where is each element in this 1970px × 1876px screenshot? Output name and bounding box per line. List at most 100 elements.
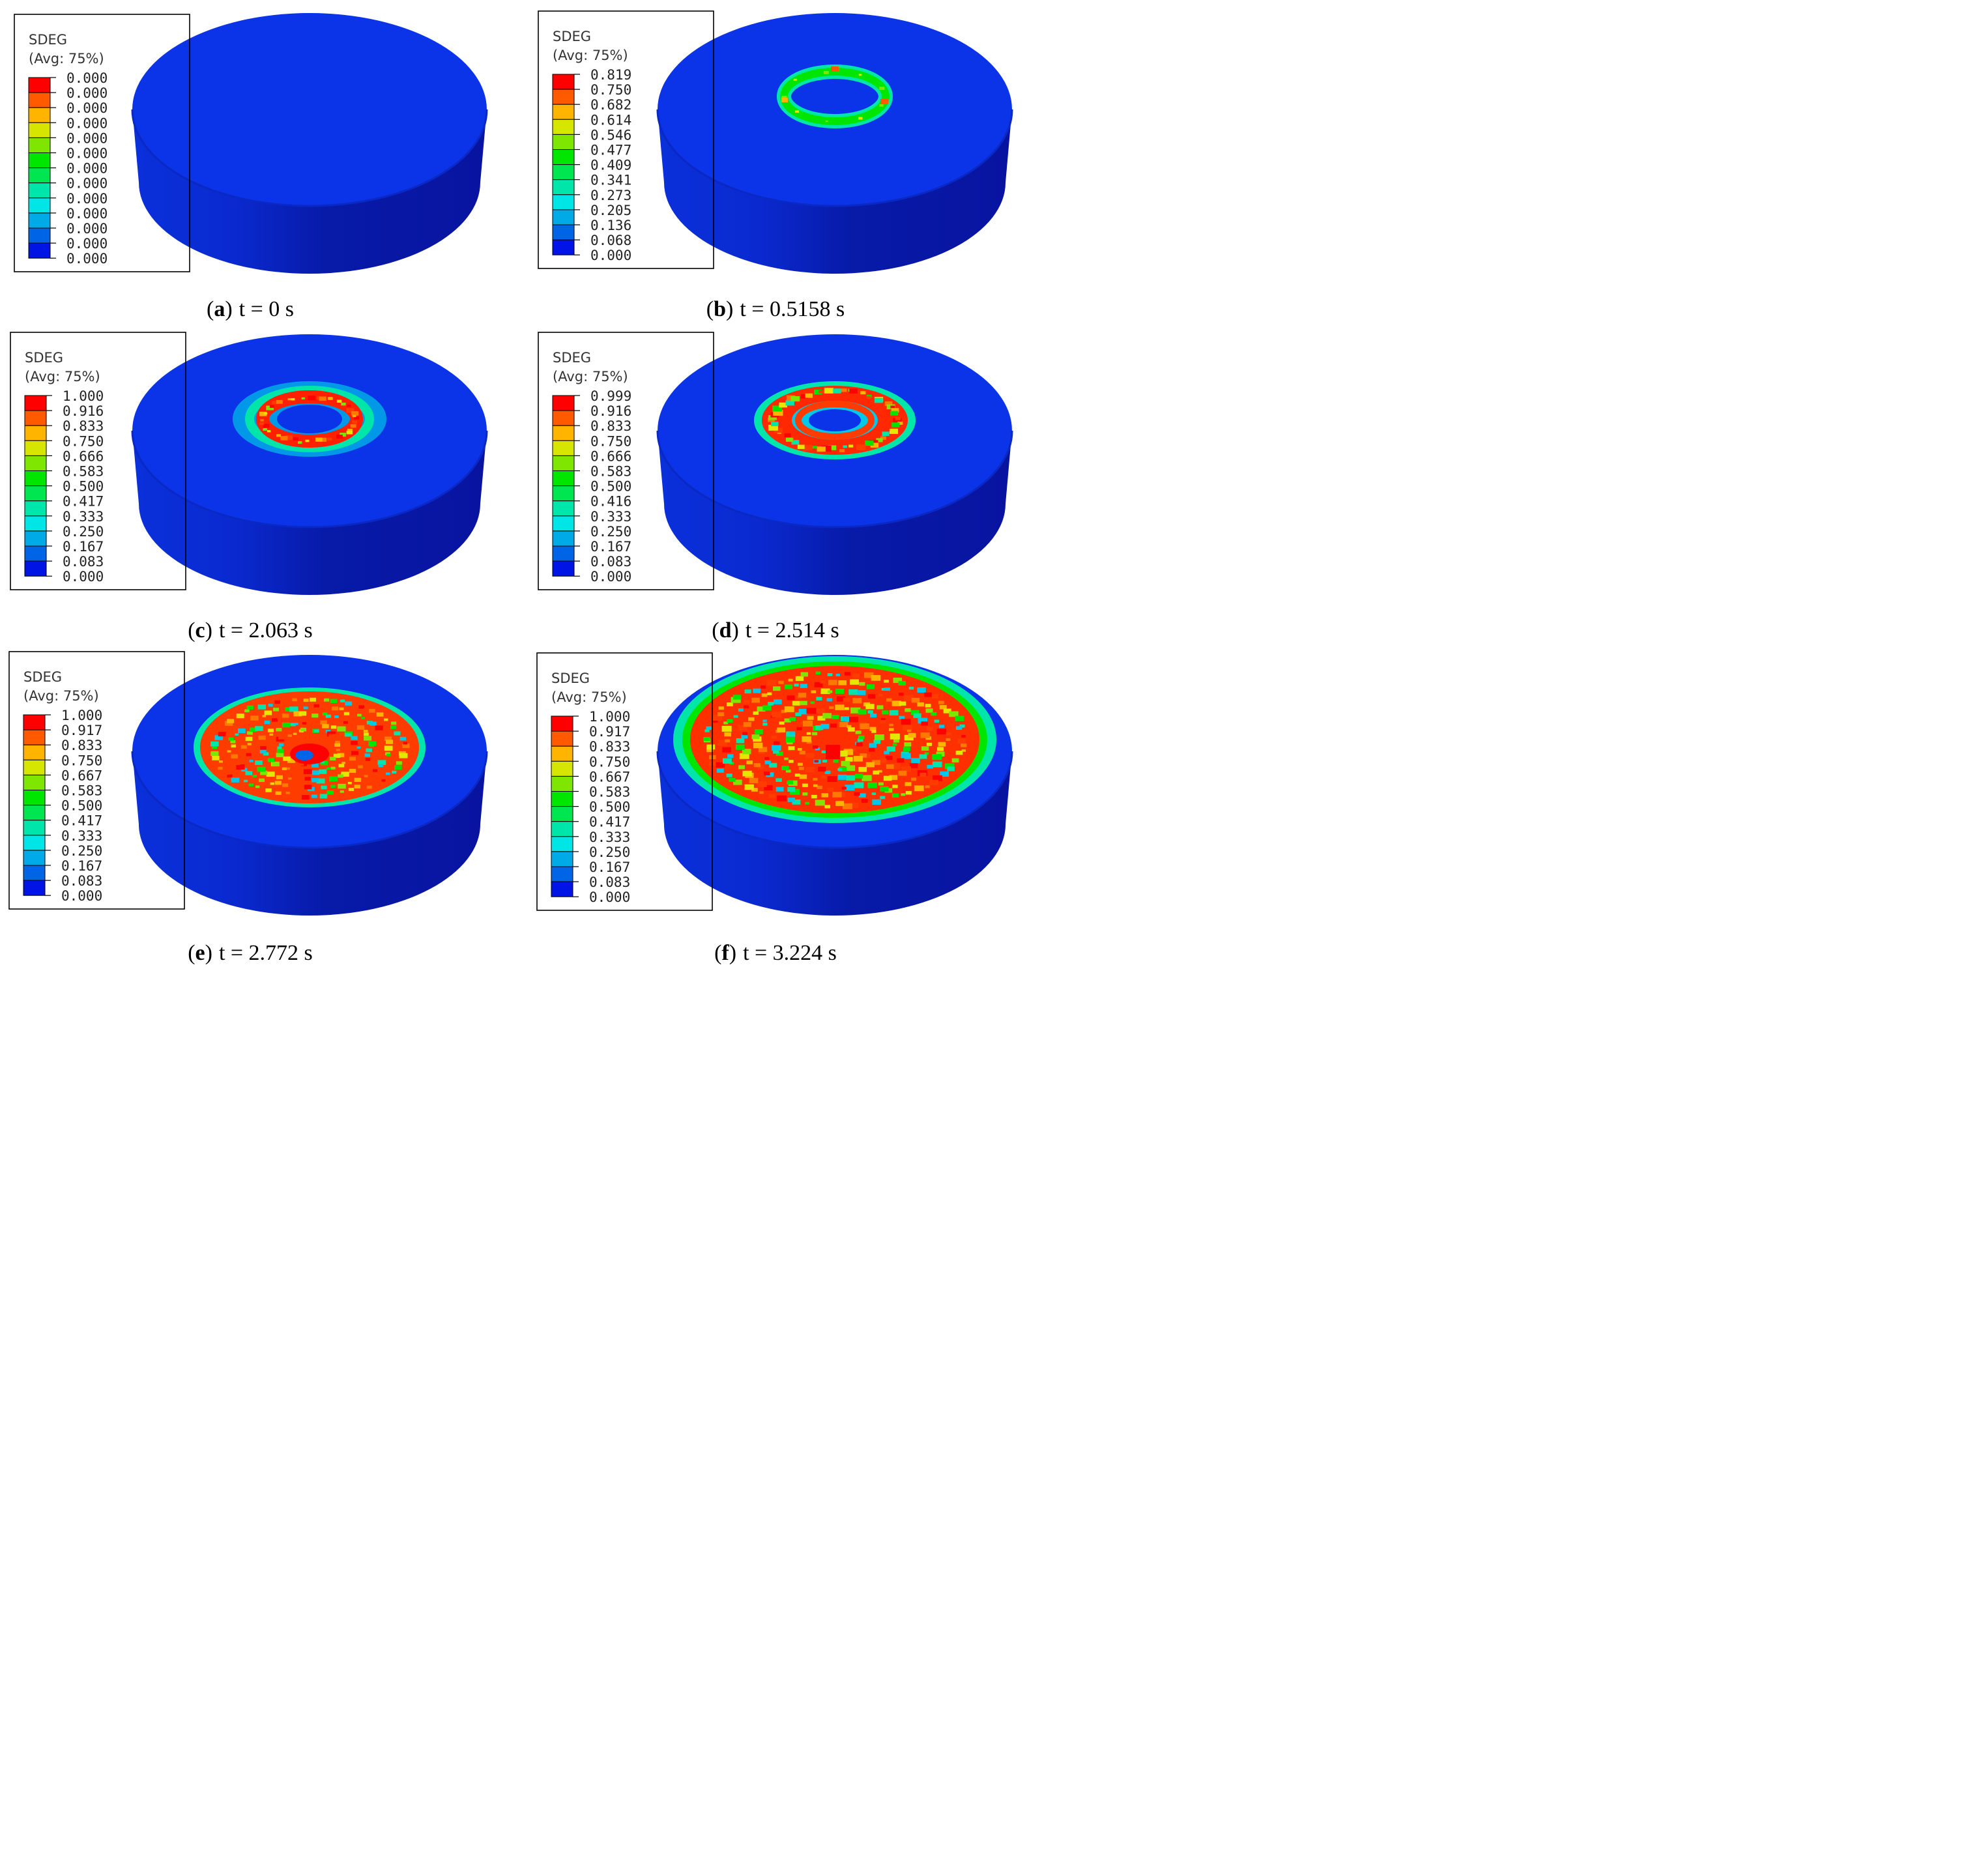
legend-color-swatch bbox=[551, 836, 573, 852]
damage-element bbox=[825, 120, 828, 123]
damage-element bbox=[891, 422, 900, 427]
damage-element bbox=[716, 762, 725, 768]
damage-element bbox=[385, 772, 390, 775]
damage-element bbox=[890, 733, 900, 740]
damage-element bbox=[917, 687, 926, 693]
damage-element bbox=[384, 718, 388, 721]
legend-color-swatch bbox=[28, 197, 51, 214]
damage-element bbox=[349, 757, 356, 761]
legend-tick-label: 0.136 bbox=[590, 218, 631, 233]
legend-color-swatch bbox=[23, 805, 46, 821]
legend-tick-label: 0.000 bbox=[66, 161, 108, 177]
damage-element bbox=[230, 740, 236, 743]
legend-color-swatch bbox=[552, 179, 575, 195]
damage-element bbox=[886, 746, 895, 752]
damage-element bbox=[285, 707, 293, 712]
legend-tick-label: 0.333 bbox=[589, 830, 630, 845]
legend-color-swatch bbox=[23, 759, 46, 775]
legend-tick-label: 1.000 bbox=[61, 708, 102, 723]
damage-element bbox=[368, 741, 377, 746]
legend-frame bbox=[538, 332, 714, 590]
damage-element bbox=[269, 733, 274, 736]
legend-tick-label: 0.000 bbox=[61, 888, 102, 904]
legend-tick-label: 0.000 bbox=[66, 251, 108, 267]
damage-element bbox=[369, 709, 375, 713]
damage-element bbox=[356, 725, 365, 730]
legend-color-swatch bbox=[552, 395, 575, 411]
damage-element bbox=[365, 758, 371, 761]
legend-subtitle: (Avg: 75%) bbox=[551, 689, 627, 705]
damage-element bbox=[712, 715, 723, 721]
legend-color-swatch bbox=[552, 470, 575, 487]
damage-element bbox=[244, 749, 250, 753]
legend-color-swatch bbox=[28, 107, 51, 123]
damage-element bbox=[946, 738, 951, 742]
damage-element bbox=[326, 767, 331, 770]
damage-element bbox=[853, 756, 863, 762]
legend-color-swatch bbox=[28, 242, 51, 259]
damage-element bbox=[731, 697, 741, 703]
legend-tick-label: 0.583 bbox=[589, 785, 630, 800]
damage-element bbox=[773, 686, 781, 691]
damage-element bbox=[867, 710, 873, 714]
damage-element bbox=[330, 757, 336, 761]
damage-element bbox=[857, 690, 866, 695]
damage-element bbox=[784, 706, 794, 712]
damage-element bbox=[889, 710, 899, 715]
damage-element bbox=[726, 773, 732, 777]
damage-element bbox=[366, 748, 373, 753]
caption-time: t = 2.772 s bbox=[219, 941, 313, 965]
damage-element bbox=[913, 713, 921, 718]
caption-time: t = 0.5158 s bbox=[740, 297, 845, 321]
legend-color-swatch bbox=[23, 865, 46, 881]
damage-element bbox=[940, 771, 949, 777]
damage-element bbox=[817, 785, 822, 789]
damage-element bbox=[358, 765, 363, 769]
damage-element bbox=[843, 749, 854, 755]
damage-element bbox=[706, 726, 712, 730]
legend-tick-label: 0.917 bbox=[589, 724, 630, 740]
damage-element bbox=[890, 411, 899, 416]
damage-element bbox=[336, 435, 343, 439]
damage-element bbox=[351, 736, 358, 740]
damage-element bbox=[721, 725, 732, 732]
damage-contour bbox=[194, 687, 426, 807]
legend: SDEG(Avg: 75%)1.0000.9160.8330.7500.6660… bbox=[10, 332, 186, 590]
damage-element bbox=[264, 720, 270, 725]
damage-element bbox=[282, 722, 291, 728]
legend-title: SDEG bbox=[23, 669, 62, 685]
damage-element bbox=[753, 763, 760, 768]
damage-element bbox=[338, 783, 346, 789]
legend-tick-label: 0.341 bbox=[590, 173, 631, 188]
damage-element bbox=[867, 694, 876, 699]
damage-element bbox=[794, 684, 799, 687]
damage-element bbox=[304, 777, 311, 781]
damage-element bbox=[810, 701, 815, 704]
damage-element bbox=[772, 745, 781, 751]
legend-color-swatch bbox=[28, 152, 51, 169]
damage-element bbox=[884, 687, 890, 691]
damage-element bbox=[264, 412, 268, 415]
damage-element bbox=[832, 715, 839, 719]
damage-element bbox=[706, 744, 716, 750]
cylinder-model bbox=[656, 334, 1013, 595]
damage-element bbox=[341, 402, 346, 406]
damage-element bbox=[918, 717, 928, 724]
damage-element bbox=[316, 778, 325, 784]
damage-element bbox=[219, 760, 223, 763]
damage-element bbox=[858, 117, 863, 120]
damage-element bbox=[279, 743, 284, 747]
damage-element bbox=[744, 705, 749, 709]
damage-element bbox=[865, 762, 875, 768]
damage-element bbox=[820, 688, 830, 695]
legend-tick-label: 0.416 bbox=[590, 494, 631, 510]
legend-tick-label: 0.167 bbox=[61, 858, 102, 874]
legend-color-swatch bbox=[552, 455, 575, 472]
damage-element bbox=[727, 719, 733, 723]
damage-element bbox=[787, 695, 795, 700]
legend-color-swatch bbox=[552, 530, 575, 547]
damage-element bbox=[841, 388, 847, 392]
damage-element bbox=[822, 713, 832, 719]
damage-element bbox=[364, 775, 368, 777]
legend-frame bbox=[14, 14, 190, 272]
